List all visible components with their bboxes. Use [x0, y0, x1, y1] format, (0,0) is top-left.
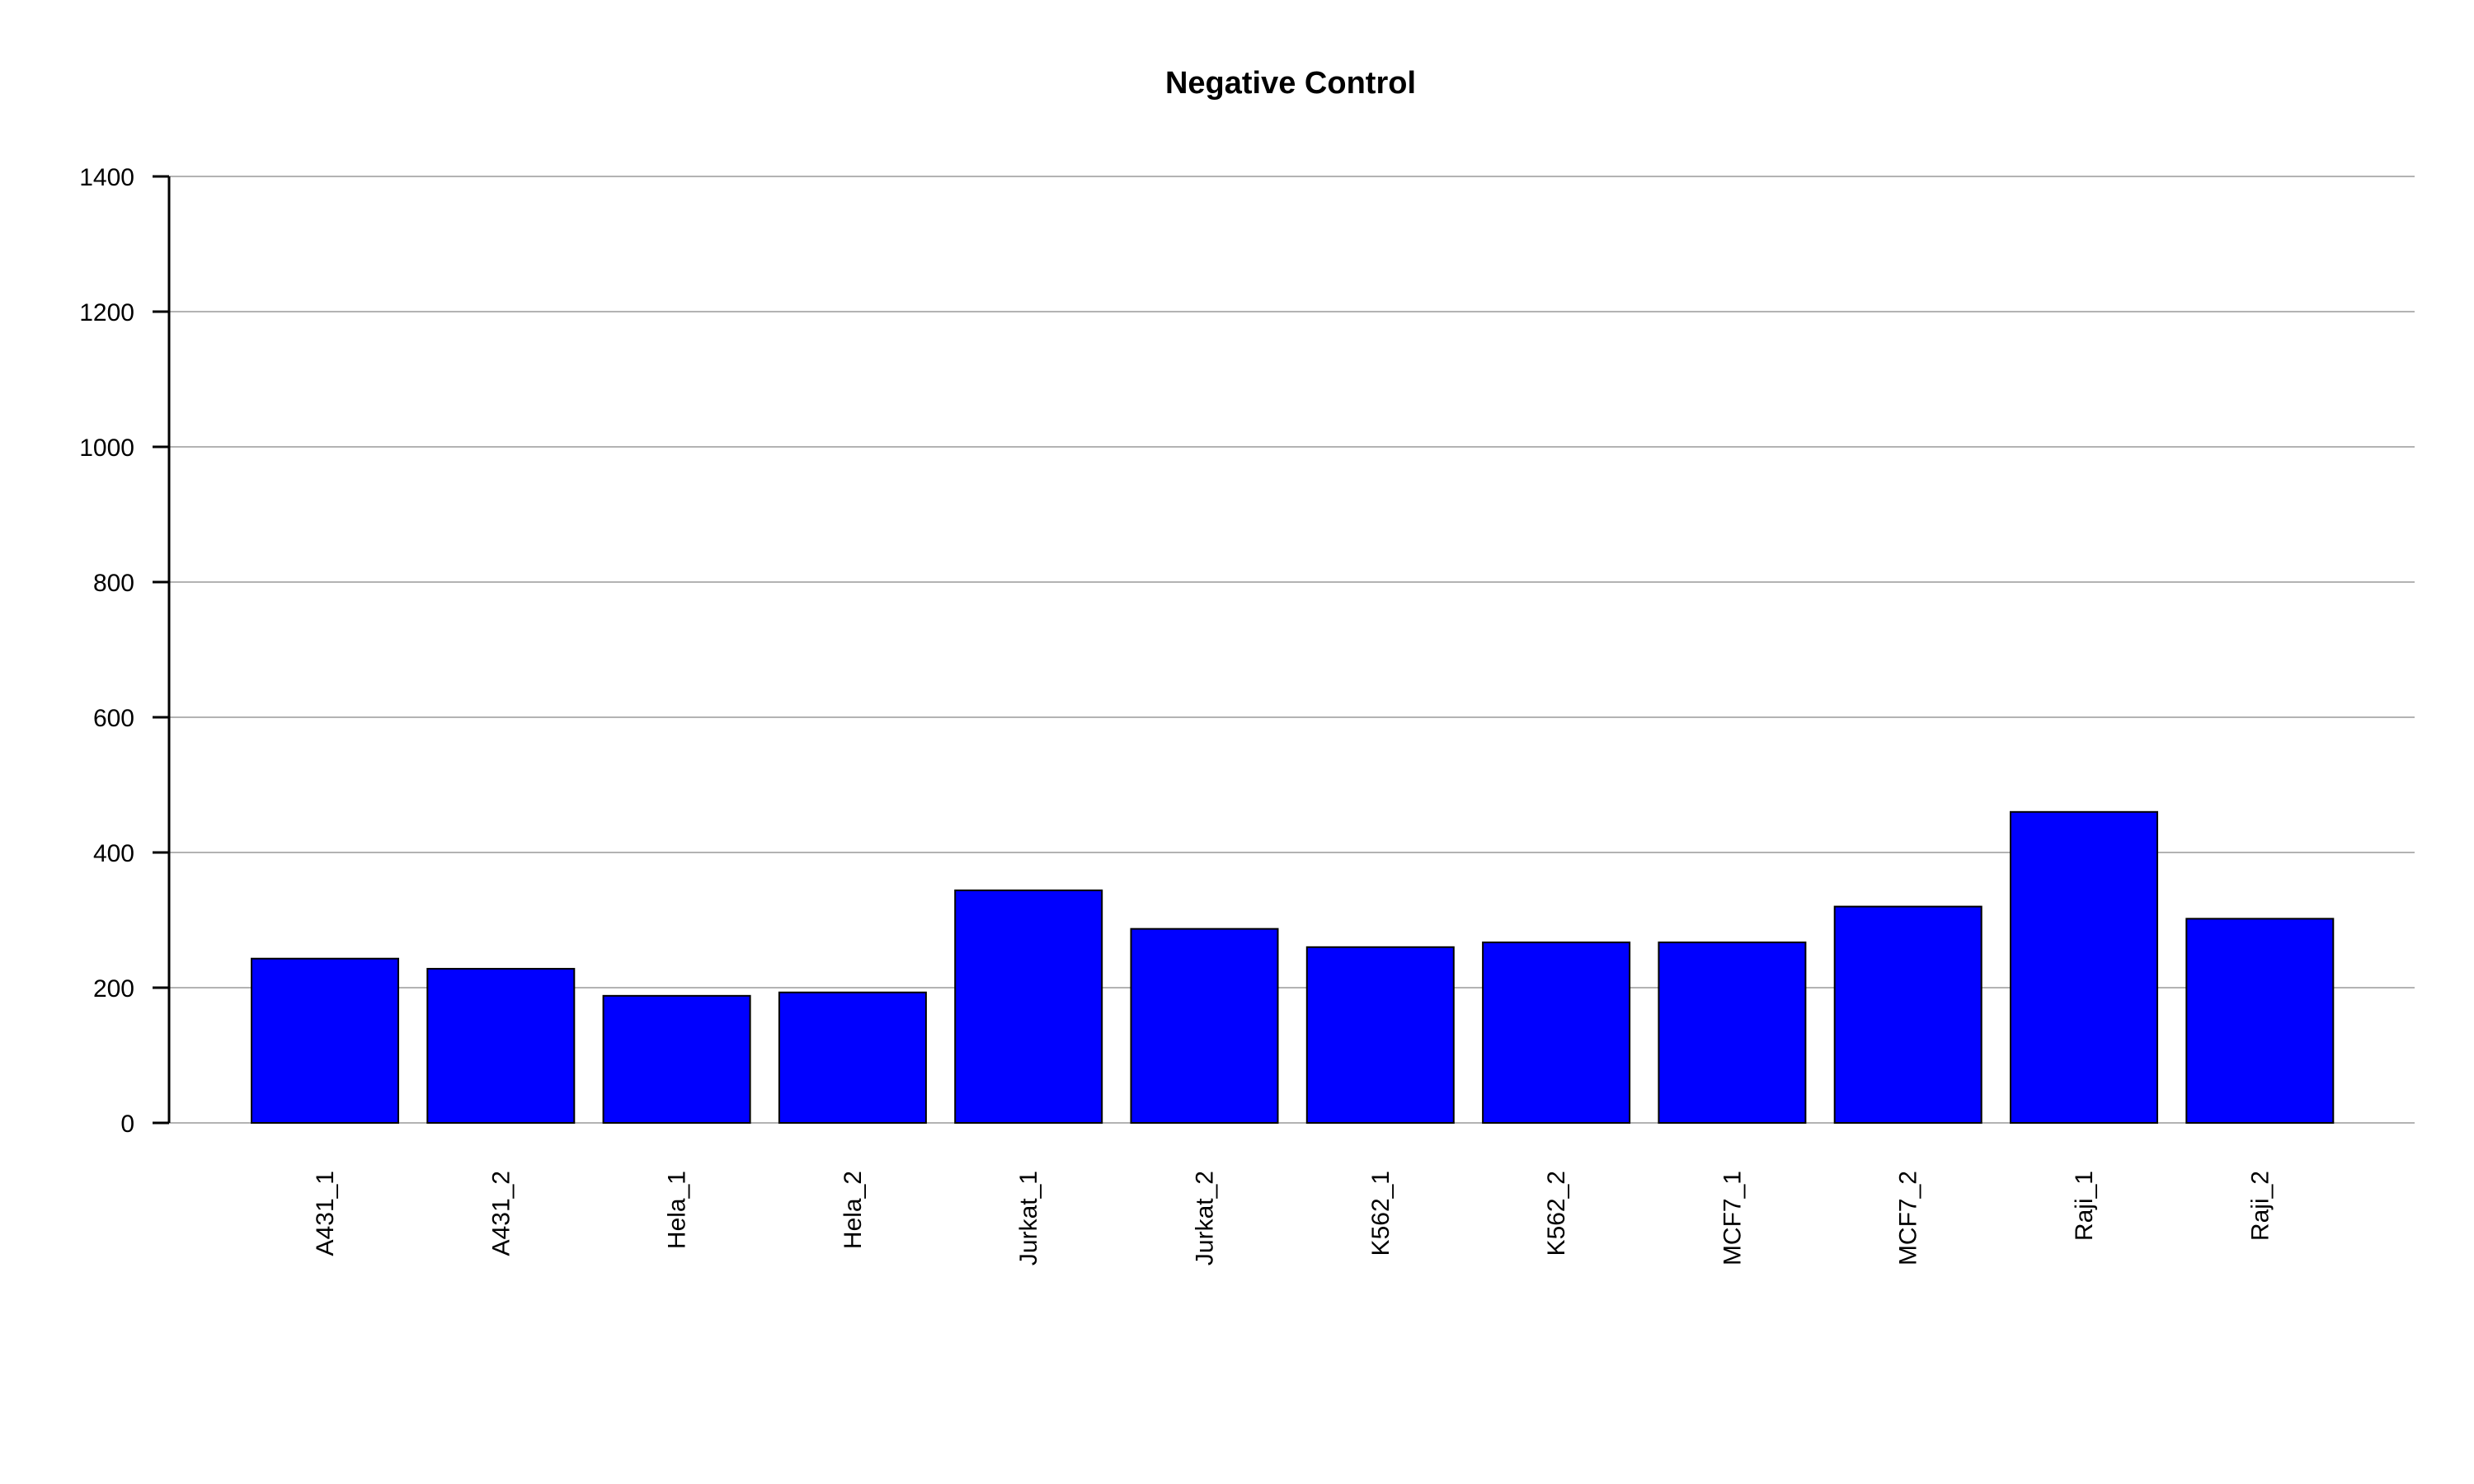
y-tick-label-600: 600: [93, 705, 134, 732]
y-tick-label-1200: 1200: [79, 299, 134, 326]
y-axis: 0 200 400 600 800 1000 1200 1400: [79, 164, 171, 1138]
x-tick-label-K562_2: K562_2: [1543, 1171, 1570, 1256]
y-tick-label-1400: 1400: [79, 164, 134, 191]
bar-A431_2: [426, 968, 576, 1125]
x-tick-label-A431_2: A431_2: [487, 1171, 515, 1256]
x-tick-label-Jurkat_1: Jurkat_1: [1015, 1171, 1042, 1266]
bar-Hela_2: [778, 991, 927, 1124]
bar-MCF7_2: [1833, 905, 1982, 1124]
bar-Jurkat_1: [954, 889, 1103, 1125]
x-tick-label-Hela_1: Hela_1: [664, 1171, 691, 1249]
x-tick-label-Jurkat_2: Jurkat_2: [1192, 1171, 1219, 1266]
bar-Hela_1: [602, 994, 751, 1124]
x-tick-label-MCF7_1: MCF7_1: [1719, 1171, 1746, 1266]
x-tick-label-MCF7_2: MCF7_2: [1895, 1171, 1922, 1266]
x-tick-label-A431_1: A431_1: [312, 1171, 339, 1256]
y-tick-label-0: 0: [120, 1111, 134, 1138]
chart-title: Negative Control: [1165, 66, 1416, 101]
bar-A431_1: [251, 957, 399, 1124]
x-axis-labels: A431_1 A431_2 Hela_1 Hela_2 Jurkat_1 Jurkat_2…: [312, 1171, 2274, 1266]
y-tick-label-800: 800: [93, 570, 134, 597]
x-tick-label-Raji_1: Raji_1: [2071, 1171, 2098, 1241]
bars: [251, 810, 2335, 1125]
bar-K562_1: [1305, 946, 1455, 1125]
bar-Jurkat_2: [1130, 928, 1279, 1125]
x-tick-label-Raji_2: Raji_2: [2246, 1171, 2274, 1241]
bar-K562_2: [1482, 942, 1631, 1125]
y-tick-label-1000: 1000: [79, 434, 134, 462]
bar-Raji_1: [2010, 810, 2158, 1124]
bar-Raji_2: [2185, 918, 2335, 1124]
x-tick-label-K562_1: K562_1: [1367, 1171, 1395, 1256]
y-tick-label-400: 400: [93, 840, 134, 867]
y-tick-label-200: 200: [93, 975, 134, 1003]
x-tick-label-Hela_2: Hela_2: [840, 1171, 867, 1249]
bar-MCF7_1: [1658, 942, 1807, 1125]
